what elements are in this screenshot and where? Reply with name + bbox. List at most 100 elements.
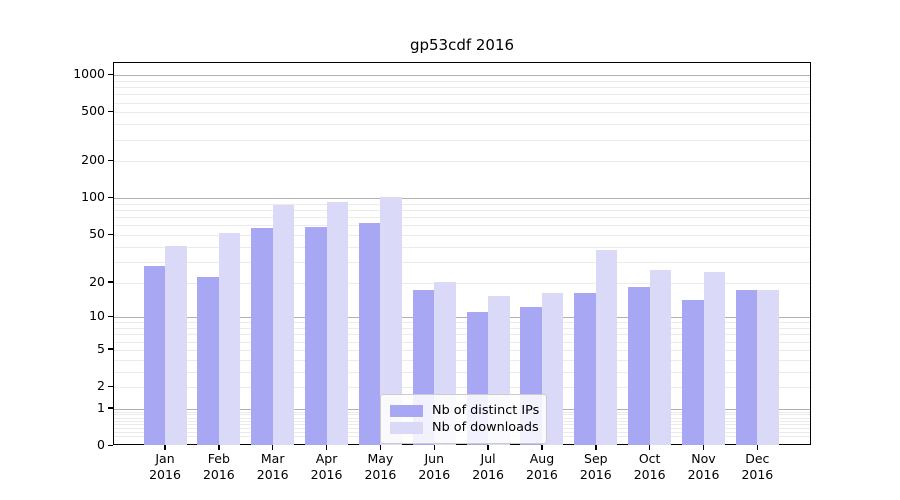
minor-gridline xyxy=(114,225,810,227)
x-tick-label: Aug 2016 xyxy=(526,451,558,482)
x-tick-mark xyxy=(433,445,435,450)
minor-gridline xyxy=(114,387,810,389)
x-tick-label: Feb 2016 xyxy=(202,451,235,482)
legend-item-distinct-ips: Nb of distinct IPs xyxy=(390,403,540,418)
x-tick-label: Jan 2016 xyxy=(149,451,181,482)
bar-downloads xyxy=(272,204,295,445)
major-gridline xyxy=(114,75,810,77)
bar-distinct-ips xyxy=(305,227,327,445)
bar-distinct-ips xyxy=(682,299,704,445)
y-tick-label: 100 xyxy=(81,189,105,205)
minor-gridline xyxy=(114,359,810,361)
x-tick-mark xyxy=(379,445,382,450)
x-tick-label: Apr 2016 xyxy=(310,451,343,482)
y-tick-mark xyxy=(108,348,113,350)
x-tick-mark xyxy=(756,445,759,450)
major-gridline xyxy=(114,198,810,200)
bar-distinct-ips xyxy=(251,228,273,445)
bar-distinct-ips xyxy=(574,292,596,445)
y-tick-label: 5 xyxy=(97,340,105,356)
y-tick-label: 200 xyxy=(81,152,105,168)
minor-gridline xyxy=(114,334,810,336)
x-tick-label: Dec 2016 xyxy=(741,451,774,482)
minor-gridline xyxy=(114,328,810,330)
bar-downloads xyxy=(541,292,564,445)
x-tick-label: Nov 2016 xyxy=(687,451,720,482)
minor-gridline xyxy=(114,235,810,237)
y-tick-mark xyxy=(108,110,113,113)
y-tick-mark xyxy=(108,73,113,76)
minor-gridline xyxy=(114,322,810,324)
minor-gridline xyxy=(114,203,810,205)
bar-distinct-ips xyxy=(735,289,758,445)
x-tick-mark xyxy=(702,445,705,450)
chart-title: gp53cdf 2016 xyxy=(409,36,515,54)
y-tick-label: 20 xyxy=(89,273,105,289)
x-tick-label: May 2016 xyxy=(364,451,397,482)
y-tick-mark xyxy=(108,233,113,236)
minor-gridline xyxy=(114,87,810,89)
y-tick-label: 0 xyxy=(97,437,105,452)
y-tick-mark xyxy=(108,315,113,318)
minor-gridline xyxy=(114,80,810,82)
bar-distinct-ips xyxy=(358,222,381,445)
major-gridline xyxy=(114,317,810,319)
minor-gridline xyxy=(114,102,810,104)
y-tick-mark xyxy=(108,385,113,388)
y-tick-mark xyxy=(108,444,113,446)
y-tick-label: 2 xyxy=(97,378,105,394)
x-tick-mark xyxy=(541,445,543,450)
bar-downloads xyxy=(218,232,241,445)
legend-swatch-distinct-ips xyxy=(390,404,423,417)
bar-downloads xyxy=(165,245,187,445)
x-tick-mark xyxy=(595,445,597,450)
y-tick-label: 1000 xyxy=(73,66,105,82)
minor-gridline xyxy=(114,261,810,263)
y-tick-mark xyxy=(108,281,113,283)
bar-downloads xyxy=(326,201,349,445)
x-tick-label: Jun 2016 xyxy=(418,451,451,482)
minor-gridline xyxy=(114,341,810,343)
x-tick-label: Jul 2016 xyxy=(472,451,504,482)
y-tick-mark xyxy=(108,159,113,162)
x-tick-mark xyxy=(648,445,651,450)
legend-item-downloads: Nb of downloads xyxy=(390,420,539,435)
y-tick-label: 10 xyxy=(89,308,105,324)
legend-label-distinct-ips: Nb of distinct IPs xyxy=(432,403,540,418)
minor-gridline xyxy=(114,210,810,212)
y-tick-mark xyxy=(108,407,113,409)
minor-gridline xyxy=(114,371,810,373)
legend: Nb of distinct IPs Nb of downloads xyxy=(380,394,547,444)
minor-gridline xyxy=(114,282,810,284)
y-tick-mark xyxy=(108,196,113,199)
x-tick-mark xyxy=(325,445,328,450)
bar-distinct-ips xyxy=(628,287,650,445)
bar-distinct-ips xyxy=(143,266,165,445)
x-tick-mark xyxy=(487,445,489,450)
legend-swatch-downloads xyxy=(390,421,423,434)
bar-distinct-ips xyxy=(197,276,219,445)
bar-downloads xyxy=(703,272,725,445)
minor-gridline xyxy=(114,94,810,96)
minor-gridline xyxy=(114,246,810,248)
y-tick-label: 50 xyxy=(89,226,105,242)
bar-downloads xyxy=(649,270,672,445)
x-tick-label: Oct 2016 xyxy=(633,451,666,482)
bar-downloads xyxy=(595,249,618,445)
y-tick-label: 500 xyxy=(81,103,105,119)
minor-gridline xyxy=(114,349,810,351)
minor-gridline xyxy=(114,139,810,141)
bar-downloads xyxy=(757,289,779,445)
minor-gridline xyxy=(114,124,810,126)
legend-label-downloads: Nb of downloads xyxy=(432,420,539,435)
bar-downloads xyxy=(380,197,402,445)
y-tick-label: 1 xyxy=(97,399,105,415)
x-tick-mark xyxy=(271,445,274,450)
minor-gridline xyxy=(114,161,810,163)
minor-gridline xyxy=(114,217,810,219)
x-tick-label: Sep 2016 xyxy=(579,451,612,482)
x-tick-mark xyxy=(164,445,166,450)
x-tick-label: Mar 2016 xyxy=(256,451,289,482)
x-tick-mark xyxy=(218,445,220,450)
